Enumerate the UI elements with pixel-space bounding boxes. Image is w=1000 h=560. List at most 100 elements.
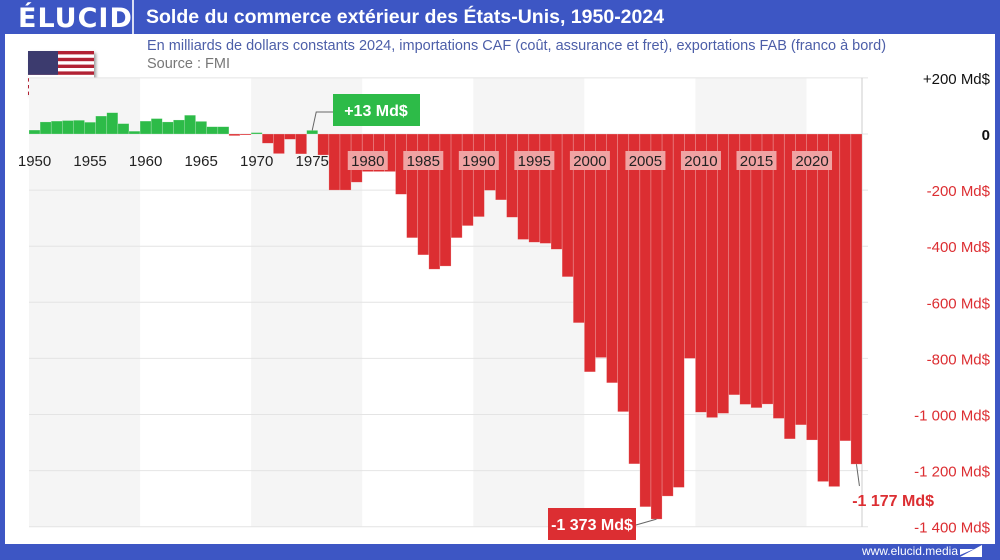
bar-2004 xyxy=(628,133,641,465)
bar-1984 xyxy=(406,133,419,239)
bar-1972 xyxy=(273,133,285,154)
bar-1971 xyxy=(261,133,274,144)
bar-1996 xyxy=(539,133,552,244)
bar-2021 xyxy=(817,133,829,482)
bar-1953 xyxy=(62,120,74,135)
chart-source: Source : FMI xyxy=(147,56,230,72)
x-tick-label-bg xyxy=(347,151,388,170)
bar-2011 xyxy=(706,133,718,418)
bar-2024 xyxy=(850,133,863,465)
chart-title: Solde du commerce extérieur des États-Un… xyxy=(146,6,665,28)
annotation-box xyxy=(548,508,636,540)
bar-1959 xyxy=(128,130,141,135)
y-tick-label: +200 Md$ xyxy=(923,71,991,88)
bar-1969 xyxy=(239,133,252,136)
x-tick-label-bg xyxy=(403,151,444,170)
x-tick-label: 1995 xyxy=(518,153,551,170)
x-tick-label: 1990 xyxy=(462,153,495,170)
bar-2018 xyxy=(783,133,796,440)
bar-1987 xyxy=(439,133,452,267)
bar-2005 xyxy=(639,133,652,508)
x-tick-label: 2010 xyxy=(684,153,717,170)
bar-2012 xyxy=(717,133,730,414)
bar-2022 xyxy=(828,133,841,487)
x-tick-label: 1960 xyxy=(129,153,162,170)
bar-1994 xyxy=(517,133,530,240)
bar-2010 xyxy=(695,133,707,413)
bar-1989 xyxy=(461,133,474,227)
bar-1988 xyxy=(450,133,463,239)
bar-2002 xyxy=(606,133,618,384)
bar-1973 xyxy=(284,133,296,140)
y-tick-label: -400 Md$ xyxy=(927,239,991,256)
elucid-mark-icon xyxy=(960,545,982,557)
bar-1957 xyxy=(106,112,119,135)
bar-1951 xyxy=(39,121,52,135)
annotation-leader xyxy=(855,464,860,487)
bar-1954 xyxy=(73,119,85,135)
bar-1962 xyxy=(161,121,174,135)
bar-1968 xyxy=(228,133,241,136)
x-tick-label: 1955 xyxy=(73,153,106,170)
bar-2003 xyxy=(617,133,630,412)
x-tick-label-bg xyxy=(792,151,833,170)
bar-1993 xyxy=(506,133,518,218)
bar-1960 xyxy=(139,120,152,135)
x-tick-label-bg xyxy=(569,151,610,170)
annotation-box xyxy=(333,94,420,126)
y-tick-label: -600 Md$ xyxy=(927,295,991,312)
x-tick-label-bg xyxy=(458,151,499,170)
x-tick-label-bg xyxy=(514,151,555,170)
bar-1995 xyxy=(528,133,541,243)
x-tick-label: 1965 xyxy=(184,153,217,170)
annotation-label-max-1975: +13 Md$ xyxy=(344,103,408,120)
bar-1990 xyxy=(472,133,485,218)
x-tick-label: 2000 xyxy=(573,153,606,170)
bar-1956 xyxy=(95,115,108,135)
bar-1976 xyxy=(317,133,330,156)
x-tick-label: 1975 xyxy=(296,153,329,170)
bar-2007 xyxy=(661,133,674,497)
bar-1955 xyxy=(84,121,96,135)
y-tick-label: -1 000 Md$ xyxy=(914,408,991,425)
bar-2023 xyxy=(839,133,852,442)
x-tick-label-bg xyxy=(680,151,721,170)
bar-1975 xyxy=(306,130,319,135)
bar-2020 xyxy=(806,133,818,441)
chart-subtitle: En milliards de dollars constants 2024, … xyxy=(147,38,887,54)
y-tick-label: -1 400 Md$ xyxy=(914,520,991,537)
y-tick-label: -1 200 Md$ xyxy=(914,464,991,481)
bar-1963 xyxy=(173,119,185,135)
bar-1965 xyxy=(195,121,208,135)
bar-2006 xyxy=(650,133,663,520)
bar-1966 xyxy=(206,126,219,135)
bar-1977 xyxy=(328,133,341,191)
bar-1964 xyxy=(184,114,196,135)
annotation-label-2024: -1 177 Md$ xyxy=(852,493,934,510)
x-tick-label: 2015 xyxy=(740,153,773,170)
bar-2015 xyxy=(750,133,763,409)
x-tick-label: 2005 xyxy=(629,153,662,170)
y-tick-label: -200 Md$ xyxy=(927,183,991,200)
y-tick-label: -800 Md$ xyxy=(927,351,991,368)
x-tick-label: 1980 xyxy=(351,153,384,170)
bar-1950 xyxy=(28,129,41,135)
annotation-leader xyxy=(311,111,333,131)
bar-2019 xyxy=(795,133,807,426)
bar-2014 xyxy=(739,133,752,405)
bar-1970 xyxy=(250,132,263,135)
x-tick-label-bg xyxy=(625,151,666,170)
annotation-leader xyxy=(635,518,657,526)
elucid-logo: ÉLUCID xyxy=(18,3,133,34)
x-tick-label: 1950 xyxy=(18,153,51,170)
x-tick-label: 1985 xyxy=(407,153,440,170)
header-divider xyxy=(132,0,134,34)
bar-2013 xyxy=(728,133,741,396)
bar-1961 xyxy=(150,118,163,135)
footer-url[interactable]: www.elucid.media xyxy=(861,544,958,558)
x-tick-label: 1970 xyxy=(240,153,273,170)
bar-1952 xyxy=(50,120,63,135)
bar-2008 xyxy=(672,133,685,488)
bar-1967 xyxy=(217,126,230,135)
